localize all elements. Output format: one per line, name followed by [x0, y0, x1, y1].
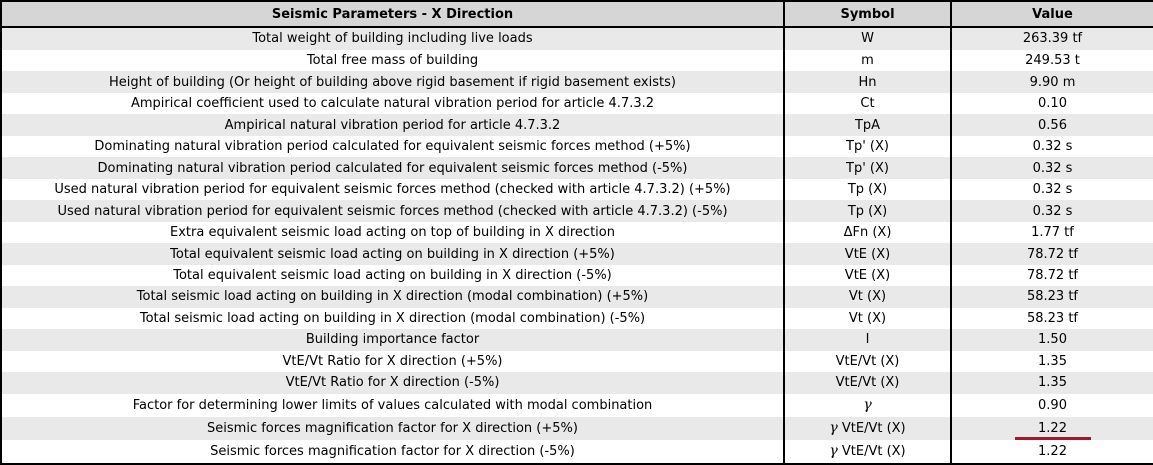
table-row: Ampirical coefficient used to calculate …: [1, 92, 1153, 115]
header-symbol: Symbol: [783, 1, 952, 28]
value-cell: 1.35: [951, 372, 1153, 394]
symbol-cell: Vt (X): [783, 286, 952, 308]
symbol-cell: VtE/Vt (X): [783, 350, 952, 373]
value-cell: 1.22: [951, 416, 1153, 440]
parameter-cell: Building importance factor: [1, 329, 784, 351]
symbol-cell: Ct: [783, 92, 952, 115]
value-cell: 0.56: [951, 114, 1153, 136]
parameter-cell: Used natural vibration period for equiva…: [1, 200, 784, 222]
table-row: Ampirical natural vibration period for a…: [1, 114, 1153, 136]
parameter-cell: Total weight of building including live …: [1, 27, 784, 50]
table-row: Building importance factor I 1.50: [1, 329, 1153, 351]
parameter-cell: Total free mass of building: [1, 49, 784, 72]
table-row: Dominating natural vibration period calc…: [1, 157, 1153, 179]
parameter-cell: Used natural vibration period for equiva…: [1, 178, 784, 201]
value-cell: 78.72 tf: [951, 243, 1153, 265]
table-header-row: Seismic Parameters - X Direction Symbol …: [1, 1, 1153, 28]
value-cell: 0.32 s: [951, 200, 1153, 222]
value-cell: 1.77 tf: [951, 221, 1153, 244]
value-cell: 0.32 s: [951, 135, 1153, 158]
table-row: Used natural vibration period for equiva…: [1, 200, 1153, 222]
gamma-symbol: γ: [863, 397, 872, 414]
value-cell: 0.32 s: [951, 178, 1153, 201]
symbol-cell: Tp' (X): [783, 157, 952, 179]
symbol-cell: Tp (X): [783, 200, 952, 222]
parameter-cell: Total equivalent seismic load acting on …: [1, 264, 784, 287]
symbol-cell: VtE (X): [783, 243, 952, 265]
symbol-cell: ΔFn (X): [783, 221, 952, 244]
gamma-symbol: γ: [829, 443, 838, 460]
symbol-cell: I: [783, 329, 952, 351]
parameter-cell: Total equivalent seismic load acting on …: [1, 243, 784, 265]
table-row: Seismic forces magnification factor for …: [1, 439, 1153, 464]
table-row: Total free mass of building m 249.53 t: [1, 49, 1153, 72]
symbol-cell: W: [783, 27, 952, 50]
symbol-cell: VtE (X): [783, 264, 952, 287]
parameter-cell: Dominating natural vibration period calc…: [1, 157, 784, 179]
parameter-cell: VtE/Vt Ratio for X direction (+5%): [1, 350, 784, 373]
gamma-symbol: γ: [829, 420, 838, 437]
value-cell: 1.22: [951, 439, 1153, 464]
value-cell: 1.50: [951, 329, 1153, 351]
value-cell: 0.90: [951, 393, 1153, 417]
parameter-cell: Seismic forces magnification factor for …: [1, 416, 784, 440]
value-cell: 263.39 tf: [951, 27, 1153, 50]
value-cell: 58.23 tf: [951, 307, 1153, 330]
symbol-cell: Tp (X): [783, 178, 952, 201]
table-row: Height of building (Or height of buildin…: [1, 71, 1153, 93]
value-cell: 78.72 tf: [951, 264, 1153, 287]
value-cell: 0.32 s: [951, 157, 1153, 179]
symbol-cell: Hn: [783, 71, 952, 93]
table-row: Factor for determining lower limits of v…: [1, 393, 1153, 417]
table-body: Total weight of building including live …: [1, 27, 1153, 464]
symbol-cell: γ: [783, 393, 952, 417]
symbol-cell: γ VtE/Vt (X): [783, 416, 952, 440]
header-value: Value: [951, 1, 1153, 28]
symbol-cell: γ VtE/Vt (X): [783, 439, 952, 464]
table-row: Seismic forces magnification factor for …: [1, 416, 1153, 440]
table-row: Total seismic load acting on building in…: [1, 286, 1153, 308]
parameter-cell: Factor for determining lower limits of v…: [1, 393, 784, 417]
parameter-cell: VtE/Vt Ratio for X direction (-5%): [1, 372, 784, 394]
symbol-cell: TpA: [783, 114, 952, 136]
symbol-cell: Tp' (X): [783, 135, 952, 158]
table-row: Used natural vibration period for equiva…: [1, 178, 1153, 201]
table-row: Total equivalent seismic load acting on …: [1, 264, 1153, 287]
table-row: Total seismic load acting on building in…: [1, 307, 1153, 330]
value-cell: 58.23 tf: [951, 286, 1153, 308]
parameter-cell: Extra equivalent seismic load acting on …: [1, 221, 784, 244]
table-row: Extra equivalent seismic load acting on …: [1, 221, 1153, 244]
value-cell: 249.53 t: [951, 49, 1153, 72]
header-parameter-title: Seismic Parameters - X Direction: [1, 1, 784, 28]
value-cell: 1.35: [951, 350, 1153, 373]
table-row: VtE/Vt Ratio for X direction (-5%) VtE/V…: [1, 372, 1153, 394]
parameter-cell: Ampirical coefficient used to calculate …: [1, 92, 784, 115]
parameter-cell: Total seismic load acting on building in…: [1, 286, 784, 308]
parameter-cell: Dominating natural vibration period calc…: [1, 135, 784, 158]
symbol-cell: Vt (X): [783, 307, 952, 330]
symbol-cell: m: [783, 49, 952, 72]
table-row: VtE/Vt Ratio for X direction (+5%) VtE/V…: [1, 350, 1153, 373]
table-row: Total equivalent seismic load acting on …: [1, 243, 1153, 265]
parameter-cell: Seismic forces magnification factor for …: [1, 439, 784, 464]
parameter-cell: Height of building (Or height of buildin…: [1, 71, 784, 93]
table-row: Total weight of building including live …: [1, 27, 1153, 50]
parameter-cell: Total seismic load acting on building in…: [1, 307, 784, 330]
table-row: Dominating natural vibration period calc…: [1, 135, 1153, 158]
value-annotation-underline: [1014, 436, 1091, 440]
value-cell: 9.90 m: [951, 71, 1153, 93]
value-cell: 0.10: [951, 92, 1153, 115]
parameter-cell: Ampirical natural vibration period for a…: [1, 114, 784, 136]
symbol-cell: VtE/Vt (X): [783, 372, 952, 394]
